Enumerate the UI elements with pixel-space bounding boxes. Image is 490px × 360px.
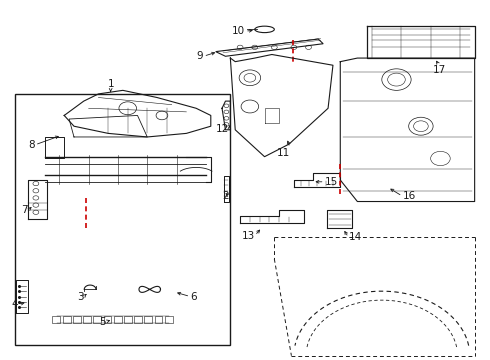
Text: 15: 15 [325,177,338,187]
Bar [52,316,60,323]
Bar [103,316,111,323]
Bar [63,316,71,323]
Text: 2: 2 [223,191,229,201]
Bar [124,316,132,323]
Bar [15,94,230,345]
Text: 6: 6 [190,292,197,302]
Text: 5: 5 [99,317,106,327]
Text: 9: 9 [197,51,203,61]
Text: 11: 11 [277,148,290,158]
Text: 8: 8 [28,140,35,150]
Text: 17: 17 [432,65,445,75]
Bar [114,316,122,323]
Text: 7: 7 [21,206,27,216]
Bar [134,316,142,323]
Bar [94,316,101,323]
Text: 14: 14 [348,232,362,242]
Text: 16: 16 [402,191,416,201]
Text: 3: 3 [77,292,84,302]
Text: 4: 4 [11,300,18,310]
Text: 13: 13 [242,231,255,240]
Text: 1: 1 [107,78,114,89]
Bar [83,316,91,323]
Bar [155,316,163,323]
Text: 10: 10 [232,26,245,36]
Text: 12: 12 [216,124,229,134]
Bar [165,316,172,323]
Bar [73,316,81,323]
Bar [145,316,152,323]
